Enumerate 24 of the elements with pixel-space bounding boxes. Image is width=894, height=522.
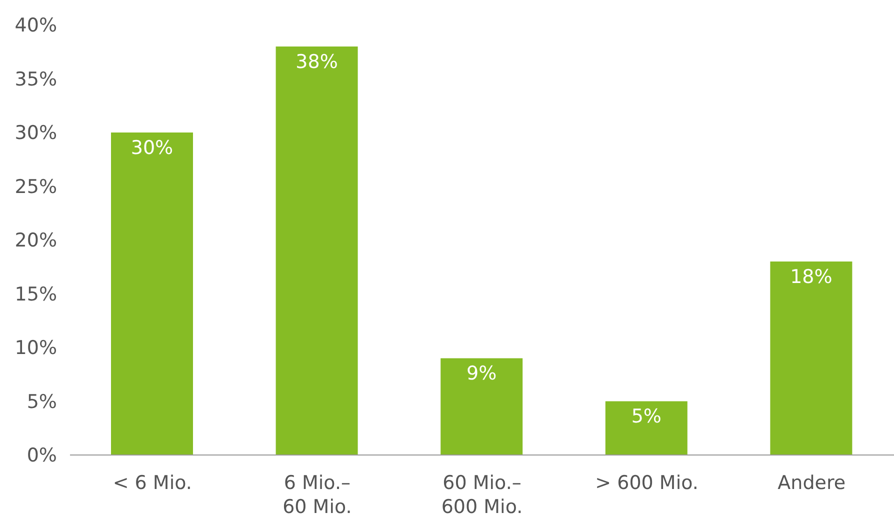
bar bbox=[440, 358, 523, 455]
y-tick-label: 40% bbox=[14, 14, 57, 37]
y-tick-label: 35% bbox=[14, 68, 57, 90]
y-tick-label: 30% bbox=[14, 122, 57, 144]
y-tick-label: 5% bbox=[26, 390, 57, 413]
data-label: 9% bbox=[466, 362, 497, 385]
y-tick-label: 25% bbox=[14, 176, 57, 198]
y-tick-label: 20% bbox=[14, 230, 57, 252]
y-tick-label: 10% bbox=[14, 337, 57, 360]
x-tick-label: 6 Mio.– 60 Mio. bbox=[282, 472, 352, 518]
data-label: 38% bbox=[296, 50, 338, 73]
x-tick-label: 60 Mio.– 600 Mio. bbox=[441, 472, 523, 518]
bar bbox=[111, 132, 193, 455]
data-label: 5% bbox=[631, 406, 662, 428]
data-label: 30% bbox=[130, 136, 174, 159]
x-tick-label: > 600 Mio. bbox=[595, 472, 698, 494]
y-tick-label: 0% bbox=[26, 444, 57, 467]
data-label: 18% bbox=[790, 266, 832, 288]
bar bbox=[605, 401, 688, 455]
bar bbox=[770, 262, 852, 455]
x-tick-label: < 6 Mio. bbox=[112, 472, 192, 494]
x-tick-label: Andere bbox=[778, 472, 846, 494]
y-tick-label: 15% bbox=[14, 283, 57, 306]
bar bbox=[276, 46, 358, 455]
